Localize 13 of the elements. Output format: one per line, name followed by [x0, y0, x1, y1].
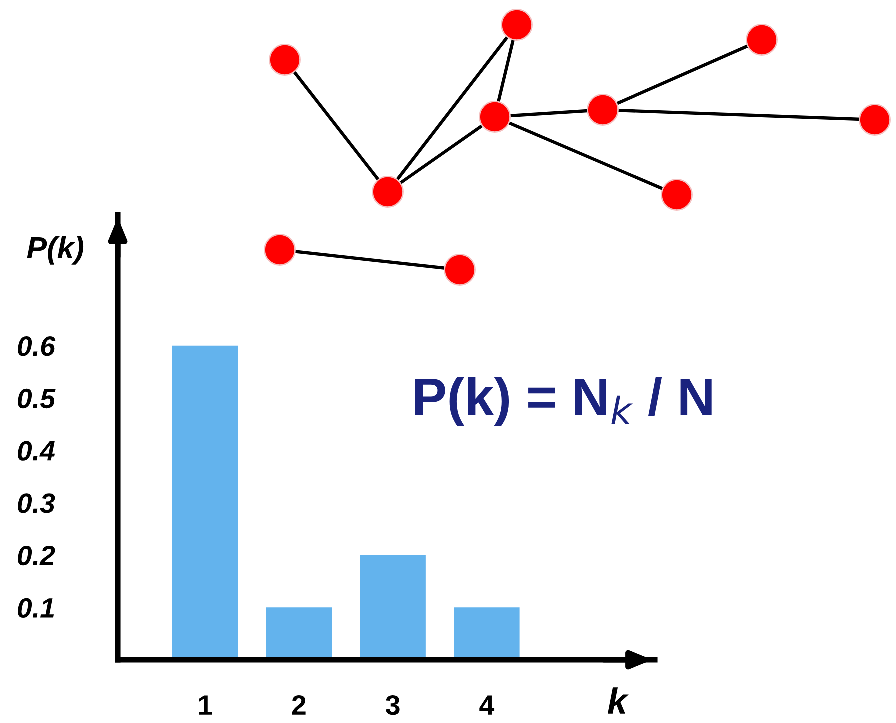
x-axis-title: k	[608, 688, 629, 714]
y-tick-label: 0.5	[18, 388, 56, 409]
y-tick-label: 0.4	[18, 441, 56, 461]
x-tick-label: 2	[292, 695, 306, 715]
y-tick-label: 0.6	[18, 336, 56, 356]
x-tick-label: 1	[199, 696, 212, 715]
x-tick-label: 4	[480, 696, 495, 715]
y-tick-label: 0.1	[18, 598, 54, 618]
y-axis-title: P(k)	[27, 236, 84, 265]
x-tick-label: 3	[386, 695, 400, 716]
annotation: P(k) = N$_{k}$ / N	[416, 377, 712, 426]
y-tick-label: 0.3	[18, 494, 56, 514]
y-tick-label: 0.2	[18, 546, 56, 566]
